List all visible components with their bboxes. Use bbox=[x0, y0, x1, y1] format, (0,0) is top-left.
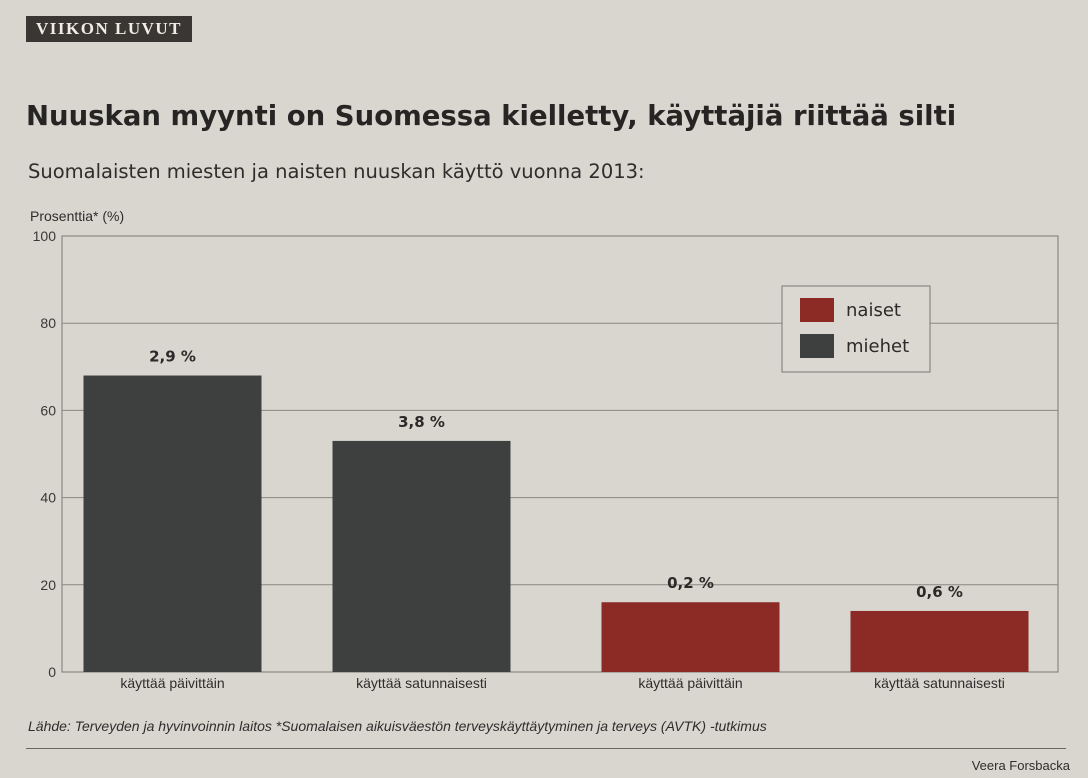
chart-title: Nuuskan myynti on Suomessa kielletty, kä… bbox=[26, 100, 957, 132]
plot-frame bbox=[61, 235, 1059, 673]
source-note: Lähde: Terveyden ja hyvinvoinnin laitos … bbox=[28, 718, 767, 734]
category-label: käyttää satunnaisesti bbox=[874, 675, 1005, 691]
legend: naiset miehet bbox=[781, 285, 931, 373]
data-label: 2,9 % bbox=[149, 348, 196, 366]
legend-swatch bbox=[800, 298, 834, 322]
legend-label: miehet bbox=[846, 336, 909, 357]
label-layer: 2,9 % käyttää päivittäin 3,8 % käyttää satu… bbox=[120, 348, 1005, 691]
category-label: käyttää päivittäin bbox=[120, 675, 224, 691]
y-tick-label: 0 bbox=[48, 664, 56, 680]
y-tick-label: 80 bbox=[40, 315, 56, 331]
footer-divider bbox=[26, 748, 1066, 749]
y-tick-label: 100 bbox=[33, 228, 57, 244]
data-label: 0,6 % bbox=[916, 583, 963, 601]
bar bbox=[332, 440, 511, 672]
y-tick-label: 60 bbox=[40, 402, 56, 418]
bar bbox=[83, 375, 262, 672]
legend-label: naiset bbox=[846, 300, 901, 321]
chart-subtitle: Suomalaisten miesten ja naisten nuuskan … bbox=[28, 160, 645, 183]
bar bbox=[850, 610, 1029, 672]
data-label: 0,2 % bbox=[667, 574, 714, 592]
data-label: 3,8 % bbox=[398, 413, 445, 431]
section-tag: VIIKON LUVUT bbox=[26, 16, 192, 42]
category-label: käyttää päivittäin bbox=[638, 675, 742, 691]
y-axis-label: Prosenttia* (%) bbox=[30, 208, 124, 224]
y-tick-label: 40 bbox=[40, 490, 56, 506]
bar bbox=[601, 602, 780, 672]
legend-swatch bbox=[800, 334, 834, 358]
category-label: käyttää satunnaisesti bbox=[356, 675, 487, 691]
bar-layer bbox=[83, 375, 1029, 672]
author-credit: Veera Forsbacka bbox=[971, 758, 1070, 773]
y-tick-label: 20 bbox=[40, 577, 56, 593]
